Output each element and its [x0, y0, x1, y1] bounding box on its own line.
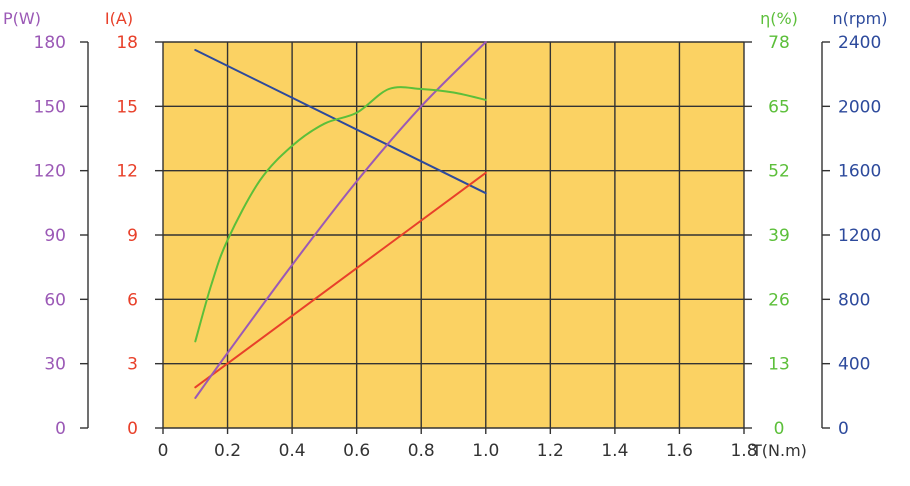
x-tick-label: 0.4: [279, 441, 306, 461]
axis-labels: 0 0.2 0.4 0.6 0.8 1.0 1.2 1.4 1.6 1.8T(N.m)030609…: [3, 9, 887, 461]
efficiency-tick-label: 65: [768, 97, 790, 117]
current-tick-label: 3: [127, 355, 138, 375]
x-tick-label: 0: [158, 441, 169, 461]
speed-tick-label: 2400: [838, 33, 881, 53]
current-series-line: [194, 171, 487, 389]
x-tick-label: 1.6: [666, 441, 693, 461]
current-tick-label: 15: [116, 97, 138, 117]
speed-axis-title: n(rpm): [833, 9, 888, 28]
speed-tick-label: 1600: [838, 162, 881, 182]
x-tick-label: 1.0: [472, 441, 499, 461]
efficiency-axis-title: η(%): [760, 9, 798, 28]
x-tick-label: 0.2: [214, 441, 241, 461]
x-tick-label: 1.2: [537, 441, 564, 461]
efficiency-tick-label: 26: [768, 290, 790, 310]
speed-tick-label: 400: [838, 355, 870, 375]
power-tick-label: 120: [34, 162, 66, 182]
speed-series-line: [194, 49, 487, 195]
current-tick-label: 9: [127, 226, 138, 246]
efficiency-tick-label: 52: [768, 162, 790, 182]
speed-tick-label: 800: [838, 290, 870, 310]
efficiency-tick-label: 39: [768, 226, 790, 246]
series-layer: [194, 41, 487, 399]
current-tick-label: 18: [116, 33, 138, 53]
power-tick-label: 180: [34, 33, 66, 53]
power-tick-label: 30: [44, 355, 66, 375]
x-tick-label: 0.8: [408, 441, 435, 461]
efficiency-series-line: [194, 86, 487, 343]
speed-tick-label: 2000: [838, 97, 881, 117]
x-axis-title: T(N.m): [751, 441, 807, 460]
efficiency-tick-label: 13: [768, 355, 790, 375]
current-tick-label: 12: [116, 162, 138, 182]
x-tick-label: 1.4: [601, 441, 628, 461]
efficiency-tick-label: 78: [768, 33, 790, 53]
power-tick-label: 90: [44, 226, 66, 246]
speed-tick-label: 1200: [838, 226, 881, 246]
current-axis-title: I(A): [105, 9, 133, 28]
efficiency-tick-label: 0: [774, 419, 785, 439]
power-tick-label: 150: [34, 97, 66, 117]
power-tick-label: 60: [44, 290, 66, 310]
speed-tick-label: 0: [838, 419, 849, 439]
x-tick-label: 1.8: [730, 441, 757, 461]
power-series-line: [194, 41, 487, 399]
axes: [80, 41, 830, 434]
current-tick-label: 0: [127, 419, 138, 439]
power-axis-title: P(W): [3, 9, 41, 28]
x-tick-label: 0.6: [343, 441, 370, 461]
current-tick-label: 6: [127, 290, 138, 310]
power-tick-label: 0: [55, 419, 66, 439]
